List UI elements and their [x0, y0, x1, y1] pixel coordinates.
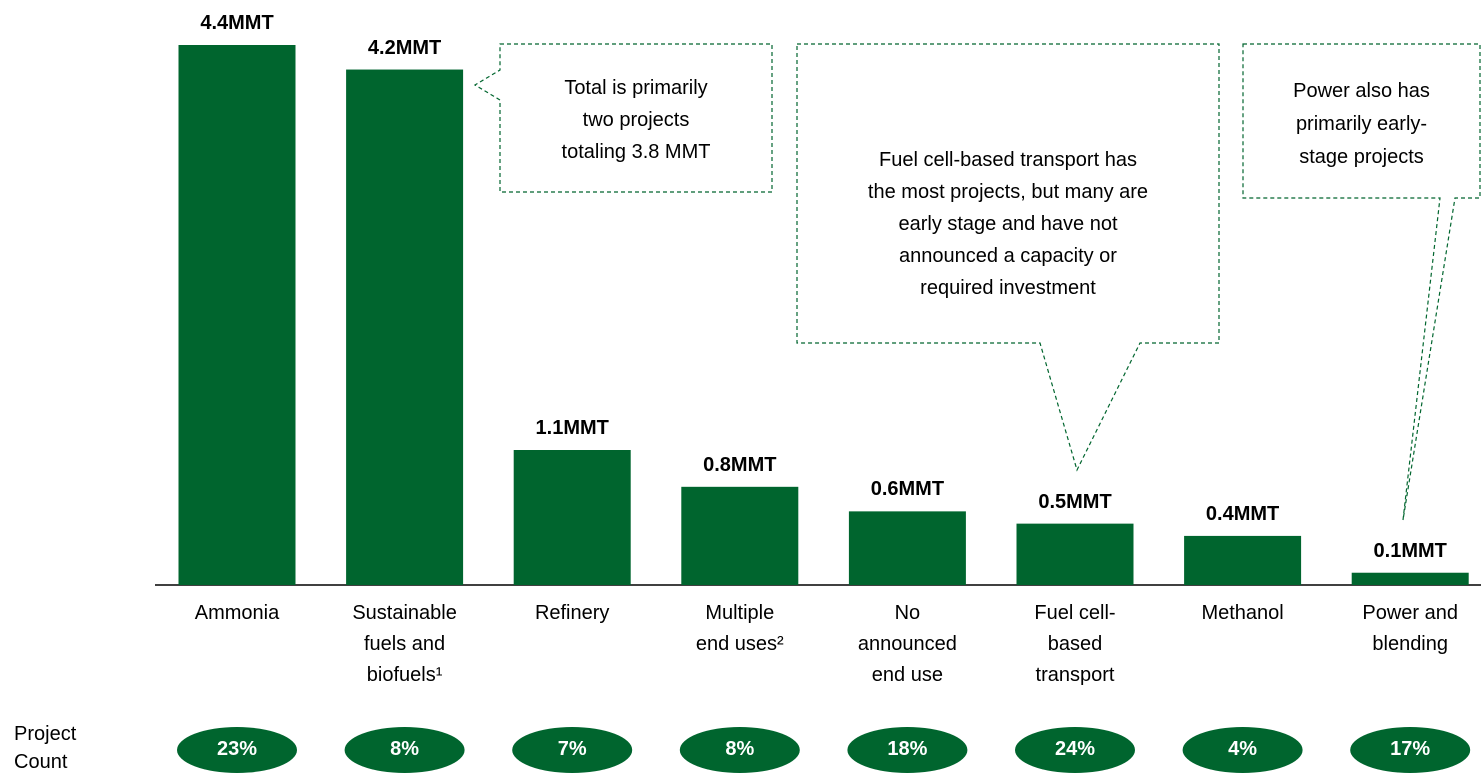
bar — [681, 486, 799, 585]
bar — [178, 45, 296, 585]
project-count-label: 18% — [887, 738, 928, 760]
callout-box — [796, 43, 1220, 472]
bar — [513, 450, 631, 585]
x-tick-label: Power and blending — [1362, 602, 1458, 655]
project-count-label: 17% — [1390, 738, 1431, 760]
project-count-pill — [177, 727, 297, 773]
value-label: 1.1MMT — [535, 417, 609, 439]
x-tick-label: Sustainable fuels and biofuels¹ — [352, 602, 457, 686]
bar — [848, 511, 966, 585]
project-count-label: Project Count — [14, 723, 77, 773]
project-count-label: 24% — [1054, 738, 1096, 760]
x-tick-label: No announced end use — [857, 602, 957, 686]
bar — [1016, 523, 1134, 585]
project-count-pill — [512, 727, 633, 773]
value-label: 0.4MMT — [1205, 502, 1280, 525]
project-count-pill — [1350, 727, 1471, 773]
x-tick-label: Multiple end uses² — [695, 602, 784, 655]
value-label: 0.1MMT — [1373, 539, 1447, 562]
annotation: Total is primarily two projects totaling… — [561, 77, 711, 163]
bar — [1351, 572, 1469, 585]
project-count-label: 8% — [725, 738, 755, 760]
value-label: 4.4MMT — [200, 12, 274, 34]
callout-box — [1242, 43, 1481, 521]
project-count-pill — [344, 727, 465, 773]
project-count-pill — [1015, 727, 1135, 773]
x-tick-label: Fuel cell- based transport — [1034, 602, 1116, 686]
project-count-pill — [847, 727, 968, 773]
callouts — [473, 43, 1481, 521]
project-count-label: 7% — [557, 738, 587, 760]
project-count-label: 4% — [1228, 738, 1258, 760]
value-label: 0.5MMT — [1038, 490, 1112, 513]
callout-box — [473, 43, 773, 193]
value-label: 0.6MMT — [870, 478, 945, 501]
value-label: 4.2MMT — [367, 36, 442, 59]
annotation: Fuel cell-based transport has the most p… — [867, 149, 1149, 299]
project-count-label: 8% — [390, 738, 420, 760]
x-tick-label: Refinery — [534, 602, 610, 624]
value-label: 0.8MMT — [703, 453, 777, 476]
bar — [346, 69, 464, 585]
project-count-pill — [679, 727, 800, 773]
annotation: Power also has primarily early- stage pr… — [1293, 80, 1430, 168]
project-count-label: 23% — [216, 738, 258, 760]
x-tick-label: Ammonia — [194, 602, 280, 624]
bar — [1184, 535, 1302, 585]
project-count-pill — [1182, 727, 1303, 773]
x-tick-label: Methanol — [1201, 602, 1284, 624]
